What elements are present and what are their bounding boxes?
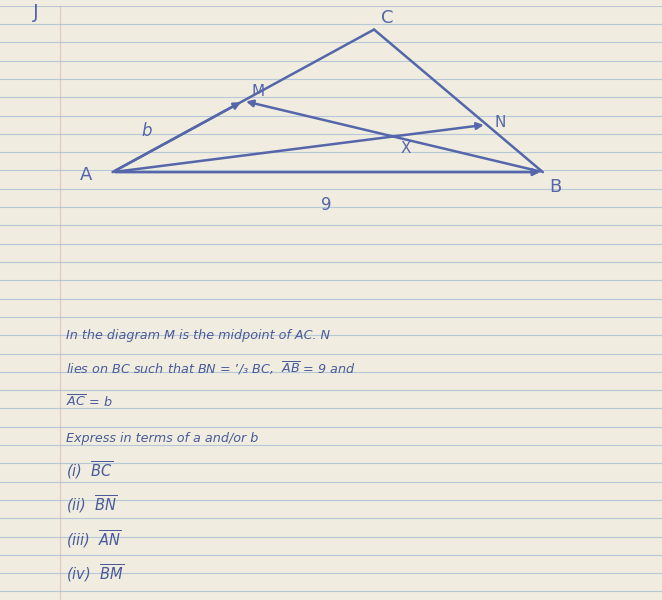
Text: X: X [401, 141, 412, 156]
Text: b: b [142, 122, 152, 140]
Text: M: M [251, 84, 264, 99]
Text: B: B [549, 178, 562, 196]
Text: J: J [33, 2, 39, 22]
Text: $\overline{AC}$ = b: $\overline{AC}$ = b [66, 394, 113, 410]
Text: lies on BC such that BN = ’/₃ BC,  $\overline{AB}$ = 9 and: lies on BC such that BN = ’/₃ BC, $\over… [66, 359, 356, 377]
Text: (iii)  $\overline{AN}$: (iii) $\overline{AN}$ [66, 528, 122, 550]
Text: 9: 9 [321, 196, 332, 214]
Text: (ii)  $\overline{BN}$: (ii) $\overline{BN}$ [66, 494, 118, 515]
Text: (iv)  $\overline{BM}$: (iv) $\overline{BM}$ [66, 563, 124, 584]
Text: In the diagram M is the midpoint of AC. N: In the diagram M is the midpoint of AC. … [66, 329, 330, 341]
Text: Express in terms of a and/or b: Express in terms of a and/or b [66, 432, 259, 445]
Text: C: C [381, 8, 393, 26]
Text: A: A [79, 166, 92, 184]
Text: N: N [495, 115, 506, 130]
Text: (i)  $\overline{BC}$: (i) $\overline{BC}$ [66, 459, 113, 481]
